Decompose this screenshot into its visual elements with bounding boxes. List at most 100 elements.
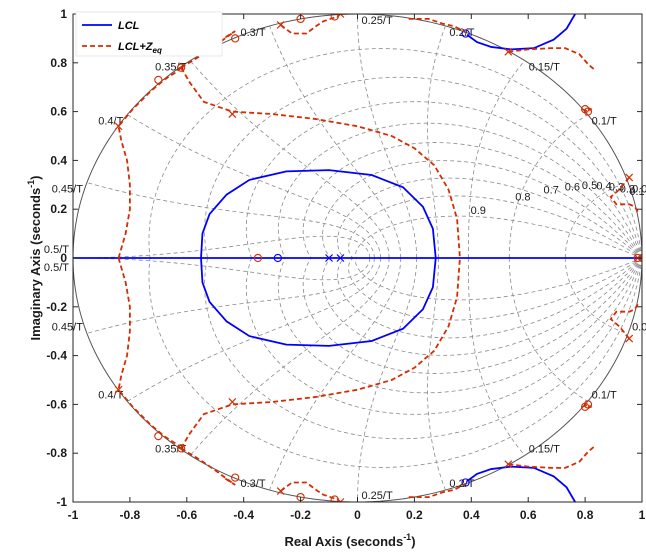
series-lcl-zeq-zero-10	[154, 431, 163, 441]
y-tick-label-1: 1	[60, 7, 67, 21]
damping-curve-0.1-lower	[148, 257, 642, 468]
damping-label-0.8: 0.8	[515, 191, 530, 203]
wn-label-lower-0.3/T: 0.3/T	[241, 478, 266, 490]
series-lcl-zeq-zero-5	[330, 495, 339, 502]
series-lcl-zeq-pole-2	[228, 110, 237, 118]
series-lcl-zeq-branch-4	[180, 30, 236, 69]
unit-circle	[73, 14, 642, 502]
x-tick-label--0.6: -0.6	[176, 508, 197, 522]
x-tick-label-0.4: 0.4	[463, 508, 480, 522]
series-lcl-zeq-branch-5	[180, 447, 236, 486]
series-lcl-zeq-zero-6	[253, 253, 263, 263]
damping-label-0.6: 0.6	[565, 181, 580, 193]
series-lcl-zero-0	[273, 253, 282, 263]
series-lcl-zeq-zero-0	[231, 34, 240, 43]
series-lcl-zeq-pole-5	[276, 487, 285, 495]
damping-curve-0.4-lower	[277, 257, 642, 394]
series-lcl-zeq-branch-3	[180, 257, 461, 449]
series-lcl-zeq-zero-4	[330, 14, 339, 21]
wn-label-upper-0.05/T: 0.05/T	[632, 184, 646, 196]
y-tick-label--1: -1	[56, 495, 67, 509]
series-lcl-branch-0	[200, 169, 437, 259]
damping-curve-0.2-upper	[204, 76, 642, 259]
wn-curve-0.5/T-upper	[73, 235, 371, 259]
y-tick-label-0: 0	[60, 251, 67, 265]
wn-label-upper-0.15/T: 0.15/T	[529, 62, 560, 74]
series-lcl-zeq-branch-1	[117, 257, 182, 450]
damping-curve-0.5-upper	[302, 142, 642, 259]
damping-label-0.5: 0.5	[582, 180, 597, 192]
axes: -1 -0.8 -0.6 -0.4 -0.2 0 0.2 0.4 0.6 0.8 1 -1 -0.8 -0…	[46, 7, 645, 522]
series-lcl-zeq-zero-9	[154, 75, 163, 85]
wn-label-lower-0.45/T: 0.45/T	[52, 321, 83, 333]
y-tick-label--0.8: -0.8	[46, 446, 67, 460]
series-lcl-zeq-pole-8	[504, 47, 513, 56]
y-tick-label-0.2: 0.2	[50, 202, 67, 216]
legend-box	[75, 11, 223, 57]
series-lcl-zeq-pole-1	[114, 385, 123, 394]
series-lcl-zeq-branch-12	[581, 105, 593, 113]
series-lcl-branch-3	[466, 465, 576, 502]
wn-curve-0.15/T-lower	[467, 258, 526, 456]
wn-curve-0.5/T-lower	[73, 257, 371, 281]
series-lcl-zeq-pole-10	[625, 173, 634, 182]
series-lcl-zeq-branch-11	[508, 445, 596, 469]
y-tick-label--0.4: -0.4	[46, 349, 67, 363]
series-lcl-zeq-branch-0	[117, 66, 182, 259]
series-lcl-zeq-branch-15	[609, 301, 640, 340]
legend-label-subscript: eq	[153, 46, 162, 55]
series-lcl-zeq-zero-13	[583, 107, 593, 116]
series-lcl-zeq-branch-9	[408, 482, 467, 499]
series-lcl-zeq-branch-2	[180, 67, 461, 259]
wn-curve-0.3/T-upper	[269, 25, 402, 259]
damping-label-0.2: 0.2	[620, 183, 635, 195]
damping-curve-0.6-lower	[322, 257, 642, 356]
series-lcl-zeq-pole-11	[625, 334, 634, 343]
x-tick-label--0.2: -0.2	[290, 508, 311, 522]
damping-curve-0.3-upper	[245, 101, 642, 259]
x-tick-label-1: 1	[639, 508, 646, 522]
wn-curve-0.1/T-upper	[508, 114, 588, 258]
damping-curve-0.4-upper	[277, 122, 642, 259]
wn-curve-0.35/T-upper	[189, 60, 390, 259]
wn-label-lower-0.15/T: 0.15/T	[529, 443, 560, 455]
wn-label-lower-0.05/T: 0.05/T	[632, 321, 646, 333]
wn-label-upper-0.45/T: 0.45/T	[52, 184, 83, 196]
wn-label-lower-0.1/T: 0.1/T	[592, 389, 617, 401]
series-lcl-zeq-zero-11	[580, 105, 590, 114]
series-lcl-zeq-pole-9	[504, 460, 513, 469]
wn-curve-0.1/T-lower	[508, 258, 588, 402]
y-axis-label-exponent: -1	[26, 180, 36, 188]
series-lcl-pole-0	[325, 254, 333, 262]
series-lcl-zeq-pole-0	[114, 122, 123, 131]
damping-label-0.4: 0.4	[596, 180, 611, 192]
damping-curve-0.5-lower	[302, 257, 642, 374]
y-tick-label-0.8: 0.8	[50, 56, 67, 70]
wn-curve-0.25/T-upper	[357, 14, 418, 258]
damping-curve-0.2-lower	[204, 257, 642, 440]
series-lcl-zeq-pole-3	[228, 398, 237, 406]
x-tick-label-0.8: 0.8	[577, 508, 594, 522]
series-lcl-zero-1	[461, 29, 470, 38]
series-lcl-zeq-branch-10	[508, 47, 596, 71]
damping-curve-0.3-lower	[245, 257, 642, 415]
wn-label-upper-0.1/T: 0.1/T	[592, 116, 617, 128]
wn-curve-0.2/T-lower	[427, 258, 446, 491]
wn-label-upper-0.5/T: 0.5/T	[44, 244, 69, 256]
damping-label-0.9: 0.9	[471, 205, 486, 217]
x-tick-label--0.4: -0.4	[233, 508, 254, 522]
legend: LCL LCL+Zeq	[75, 11, 223, 57]
legend-label-lcl-zeq: LCL+Zeq	[118, 41, 162, 55]
damping-label-0.7: 0.7	[544, 185, 559, 197]
wn-curve-0.25/T-lower	[357, 258, 418, 502]
series-layer	[73, 14, 642, 502]
wn-curve-0.2/T-upper	[427, 25, 446, 258]
series-lcl-branch-2	[466, 14, 576, 51]
y-axis-label: Imaginary Axis (seconds-1)	[26, 175, 43, 340]
damping-label-0.1: 0.1	[629, 186, 644, 198]
x-tick-label--1: -1	[68, 508, 79, 522]
x-tick-label-0.6: 0.6	[520, 508, 537, 522]
legend-label-lcl: LCL	[118, 20, 140, 32]
series-lcl-zeq-pole-4	[276, 21, 285, 29]
